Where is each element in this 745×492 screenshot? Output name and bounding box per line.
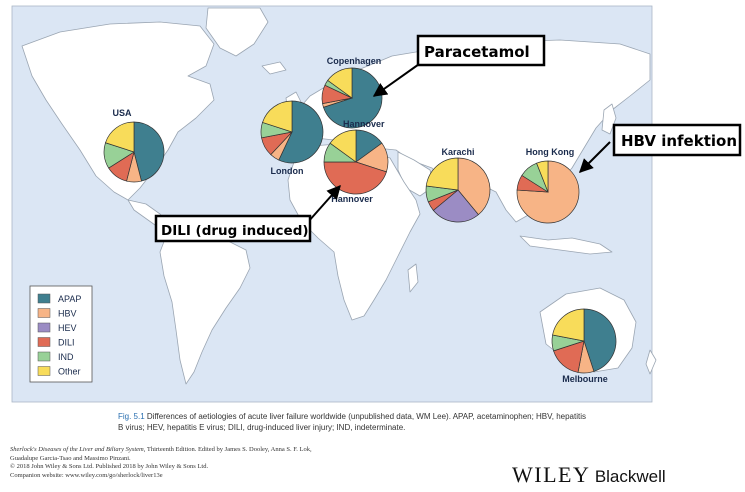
site-labels: USA Copenhagen London Hannover Karachi Hong K… bbox=[112, 56, 607, 384]
book-credits: Sherlock's Diseases of the Liver and Bil… bbox=[10, 446, 340, 480]
legend-label-dili: DILI bbox=[58, 338, 75, 348]
slice-karachi-hev bbox=[432, 189, 479, 223]
site-label-hannover: Hannover bbox=[331, 194, 373, 204]
slice-hong-kong-other bbox=[536, 160, 549, 193]
legend-swatch-hbv bbox=[37, 308, 51, 318]
slice-copenhagen-other bbox=[327, 67, 353, 99]
pie-copenhagen bbox=[321, 67, 383, 129]
iceland bbox=[261, 61, 287, 75]
callout-paracetamol-text: Paracetamol bbox=[424, 43, 530, 61]
publisher-logo: WILEY Blackwell bbox=[512, 462, 666, 488]
legend-label-apap: APAP bbox=[58, 294, 81, 304]
pie-hannover bbox=[323, 129, 389, 195]
slice-melbourne-other bbox=[552, 308, 585, 342]
figure-caption-text: Differences of aetiologies of acute live… bbox=[118, 412, 586, 432]
legend-swatch-dili bbox=[37, 337, 51, 347]
legend-label-hev: HEV bbox=[58, 323, 77, 333]
book-editors: Guadalupe Garcia-Tsao and Massimo Pinzan… bbox=[10, 454, 131, 462]
legend-swatch-apap bbox=[37, 293, 51, 304]
site-label-london: London bbox=[271, 166, 304, 176]
slice-karachi-other bbox=[425, 157, 459, 191]
legend-label-ind: IND bbox=[58, 352, 74, 362]
hannover-partial-label: Hannover bbox=[343, 119, 385, 129]
callout-dili: DILI (drug induced) bbox=[154, 214, 312, 243]
arrows bbox=[307, 61, 611, 223]
greenland bbox=[205, 7, 269, 57]
site-label-melbourne: Melbourne bbox=[562, 374, 608, 384]
publisher-wiley: WILEY bbox=[512, 462, 591, 487]
legend-swatch-other bbox=[37, 366, 51, 376]
site-label-copenhagen: Copenhagen bbox=[327, 56, 382, 66]
hbv-arrow bbox=[579, 141, 611, 173]
slice-london-apap bbox=[278, 100, 324, 164]
legend-label-hbv: HBV bbox=[58, 309, 77, 319]
pie-melbourne bbox=[551, 308, 617, 374]
madagascar bbox=[407, 263, 419, 293]
slice-karachi-hbv bbox=[457, 157, 491, 216]
north-america bbox=[21, 21, 215, 201]
new-zealand bbox=[645, 349, 657, 375]
callout-paracetamol: Paracetamol bbox=[416, 34, 546, 67]
indonesia bbox=[519, 235, 613, 255]
book-edition: Thirteenth Edition. Edited by James S. D… bbox=[146, 446, 312, 453]
site-label-hong-kong: Hong Kong bbox=[526, 147, 575, 157]
legend: APAP HBV HEV DILI IND Other bbox=[29, 285, 93, 383]
pie-hong-kong bbox=[516, 160, 580, 224]
slice-usa-apap bbox=[133, 121, 165, 182]
site-label-usa: USA bbox=[112, 108, 132, 118]
dili-arrow bbox=[307, 184, 341, 223]
callout-hbv-text: HBV infektion bbox=[621, 132, 737, 150]
book-title: Sherlock's Diseases of the Liver and Bil… bbox=[10, 446, 146, 453]
slice-usa-other bbox=[105, 121, 135, 153]
legend-swatch-ind bbox=[37, 351, 51, 362]
site-label-karachi: Karachi bbox=[441, 147, 474, 157]
figure-number: Fig. 5.1 bbox=[118, 412, 145, 421]
pie-usa bbox=[103, 121, 165, 183]
book-copyright: © 2018 John Wiley & Sons Ltd. Published … bbox=[10, 463, 209, 470]
legend-label-other: Other bbox=[58, 367, 81, 377]
south-america bbox=[159, 223, 251, 385]
slice-hannover-other bbox=[329, 129, 357, 163]
callout-hbv: HBV infektion bbox=[612, 123, 742, 157]
publisher-blackwell: Blackwell bbox=[594, 467, 666, 486]
callout-dili-text: DILI (drug induced) bbox=[161, 223, 309, 239]
figure-caption: Fig. 5.1 Differences of aetiologies of a… bbox=[118, 411, 588, 433]
legend-box bbox=[29, 285, 93, 383]
legend-swatch-hev bbox=[37, 322, 51, 333]
pie-karachi bbox=[425, 157, 491, 223]
paracetamol-arrow bbox=[372, 61, 423, 97]
pie-london bbox=[260, 100, 324, 164]
slice-london-other bbox=[262, 100, 293, 133]
slice-melbourne-apap bbox=[583, 308, 617, 372]
book-website: Companion website: www.wiley.com/go/sher… bbox=[10, 471, 163, 479]
